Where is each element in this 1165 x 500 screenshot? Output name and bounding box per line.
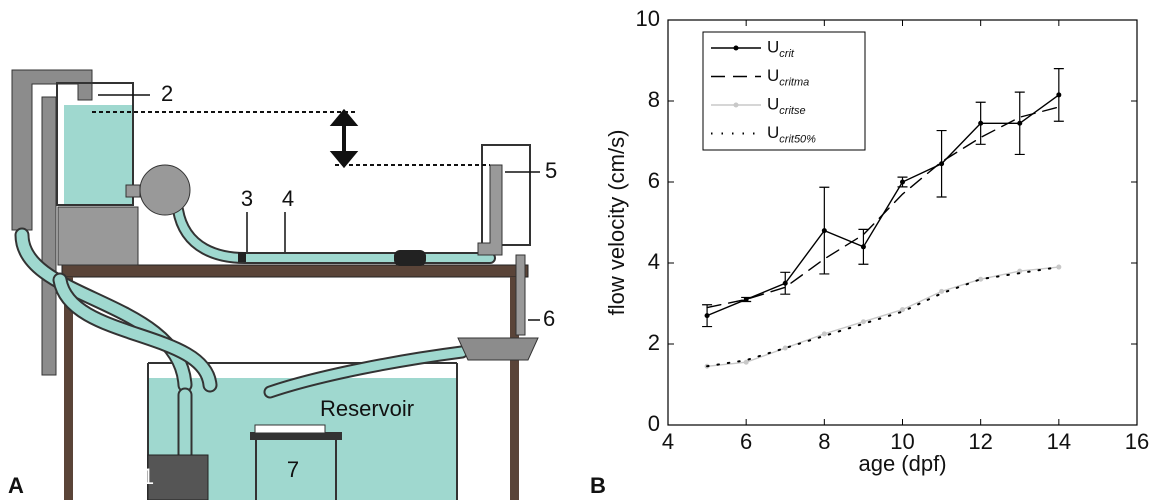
header-tank — [56, 82, 134, 206]
x-tick-label: 16 — [1125, 429, 1149, 454]
valve — [238, 252, 246, 262]
y-tick-label: 4 — [648, 249, 660, 274]
height-arrow — [329, 108, 359, 169]
series-marker — [704, 313, 710, 319]
pump-box — [147, 454, 209, 500]
legend-subscript: crit50% — [779, 133, 816, 145]
y-tick-label: 10 — [636, 6, 660, 31]
label-3: 3 — [241, 186, 253, 211]
tank-water — [64, 105, 133, 205]
series-marker — [900, 179, 905, 185]
label-6: 6 — [543, 306, 555, 331]
x-tick-label: 4 — [662, 429, 674, 454]
series-marker — [978, 276, 984, 282]
panel-a-diagram: 1 2 3 4 5 6 7 Reservoir A — [8, 69, 557, 500]
legend-subscript: critse — [779, 105, 805, 117]
x-tick-label: 10 — [890, 429, 914, 454]
reservoir-label: Reservoir — [320, 396, 414, 421]
y-axis-label: flow velocity (cm/s) — [604, 130, 629, 316]
y-tick-label: 2 — [648, 330, 660, 355]
x-tick-label: 8 — [818, 429, 830, 454]
label-7: 7 — [287, 457, 299, 482]
y-tick-label: 6 — [648, 168, 660, 193]
standpipe — [477, 164, 503, 256]
x-tick-label: 14 — [1047, 429, 1071, 454]
legend-marker — [733, 45, 739, 51]
chamber-stand — [255, 440, 337, 500]
series-marker — [782, 345, 788, 351]
outflow-tank — [481, 144, 531, 246]
series-line — [706, 266, 1060, 367]
return-pipe — [41, 96, 57, 376]
series-marker — [939, 161, 945, 167]
series-marker — [743, 296, 749, 302]
x-axis-label: age (dpf) — [858, 451, 946, 476]
series-line — [706, 266, 1060, 368]
tank-stand — [57, 206, 139, 266]
level-line — [92, 111, 490, 166]
legend-subscript: crit — [779, 48, 795, 60]
series-marker — [1056, 92, 1062, 98]
series-marker — [821, 228, 827, 234]
label-4: 4 — [282, 186, 294, 211]
table-leg — [510, 277, 519, 500]
series-marker — [978, 120, 984, 126]
legend-marker — [733, 102, 739, 108]
label-2: 2 — [161, 81, 173, 106]
legend-subscript: critma — [779, 76, 809, 88]
table-leg — [64, 277, 73, 500]
pump — [139, 164, 191, 216]
drain-pipe — [515, 254, 526, 336]
pump-inlet — [125, 184, 141, 198]
series-marker — [743, 359, 749, 365]
x-tick-label: 6 — [740, 429, 752, 454]
y-tick-label: 8 — [648, 87, 660, 112]
series-marker — [939, 288, 945, 294]
series-marker — [1017, 120, 1023, 126]
panel-label: A — [8, 473, 24, 498]
flow-meter — [394, 250, 426, 266]
test-chamber-base — [250, 432, 342, 440]
series-marker — [1056, 264, 1062, 270]
label-1: 1 — [142, 464, 154, 489]
legend-box — [702, 31, 866, 151]
y-tick-label: 0 — [648, 411, 660, 436]
series-marker — [860, 244, 866, 250]
series-marker — [900, 307, 905, 313]
test-chamber — [254, 424, 326, 434]
series-line — [706, 106, 1060, 309]
series-marker — [860, 319, 866, 325]
series-marker — [821, 331, 827, 337]
panel-label: B — [590, 473, 606, 498]
series-marker — [782, 280, 788, 286]
x-tick-label: 12 — [968, 429, 992, 454]
funnel — [457, 337, 539, 361]
label-5: 5 — [545, 158, 557, 183]
table-top — [61, 264, 529, 278]
